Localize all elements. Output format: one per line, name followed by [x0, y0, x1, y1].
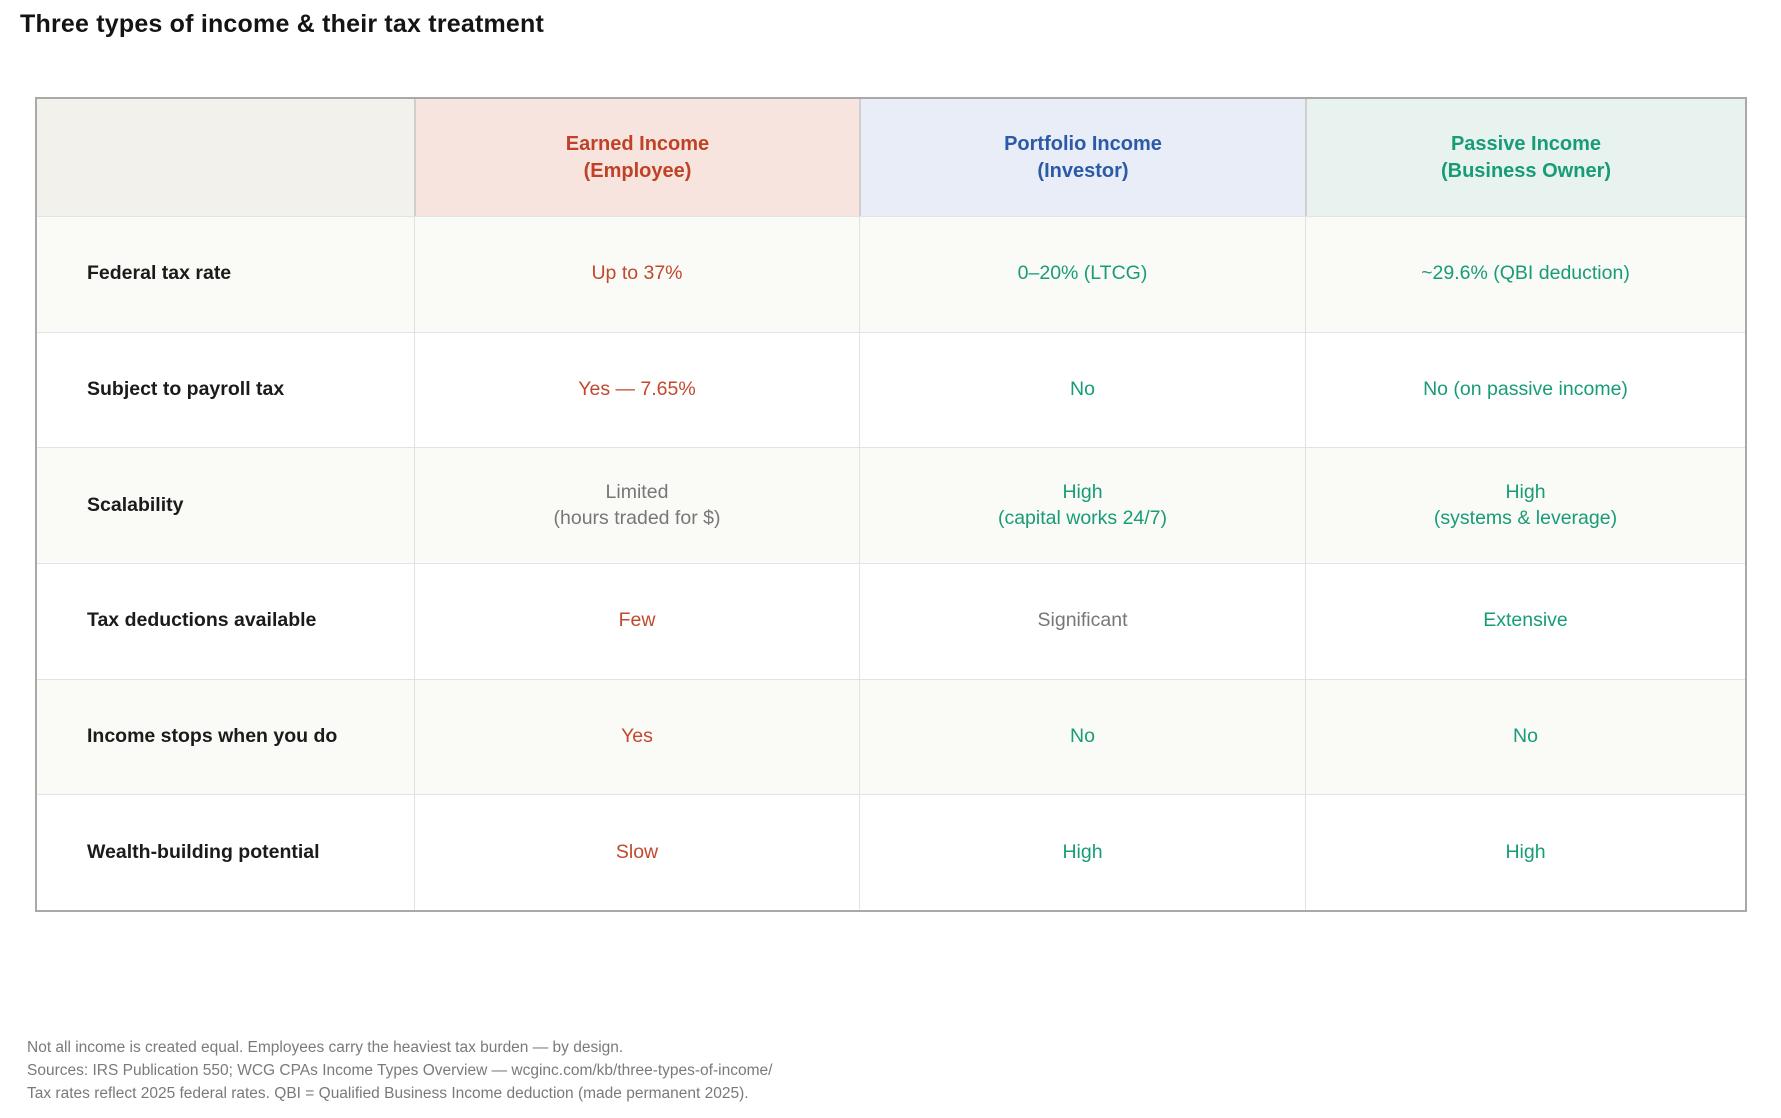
row-label-wealth-building: Wealth-building potential: [37, 794, 414, 910]
footnote-takeaway: Not all income is created equal. Employe…: [27, 1039, 624, 1056]
row-label-payroll-tax: Subject to payroll tax: [37, 331, 414, 448]
row-label-income-stops: Income stops when you do: [37, 678, 414, 795]
row-label-tax-deductions: Tax deductions available: [37, 562, 414, 679]
header-cell-passive-income: Passive Income (Business Owner): [1305, 99, 1745, 216]
cell-federal-tax-rate-portfolio: 0–20% (LTCG): [859, 216, 1305, 332]
cell-income-stops-passive: No: [1305, 678, 1745, 795]
cell-tax-deductions-passive: Extensive: [1305, 562, 1745, 679]
cell-wealth-building-portfolio: High: [859, 794, 1305, 910]
cell-wealth-building-passive: High: [1305, 794, 1745, 910]
cell-federal-tax-rate-passive: ~29.6% (QBI deduction): [1305, 216, 1745, 332]
cell-tax-deductions-portfolio: Significant: [859, 562, 1305, 679]
cell-income-stops-earned: Yes: [414, 678, 859, 795]
header-cell-blank: [37, 99, 414, 216]
cell-income-stops-portfolio: No: [859, 678, 1305, 795]
header-cell-portfolio-income: Portfolio Income (Investor): [859, 99, 1305, 216]
cell-federal-tax-rate-earned: Up to 37%: [414, 216, 859, 332]
cell-wealth-building-earned: Slow: [414, 794, 859, 910]
cell-scalability-passive: High (systems & leverage): [1305, 447, 1745, 563]
footnotes: Not all income is created equal. Employe…: [27, 1036, 772, 1105]
income-comparison-table: Earned Income (Employee) Portfolio Incom…: [35, 97, 1747, 912]
cell-tax-deductions-earned: Few: [414, 562, 859, 679]
row-label-federal-tax-rate: Federal tax rate: [37, 216, 414, 332]
cell-payroll-tax-portfolio: No: [859, 331, 1305, 448]
footnote-sources: Sources: IRS Publication 550; WCG CPAs I…: [27, 1062, 773, 1079]
cell-scalability-earned: Limited (hours traded for $): [414, 447, 859, 563]
row-label-scalability: Scalability: [37, 447, 414, 563]
header-cell-earned-income: Earned Income (Employee): [414, 99, 859, 216]
cell-payroll-tax-passive: No (on passive income): [1305, 331, 1745, 448]
cell-payroll-tax-earned: Yes — 7.65%: [414, 331, 859, 448]
footnote-tax-rates: Tax rates reflect 2025 federal rates. QB…: [27, 1085, 749, 1102]
page-title: Three types of income & their tax treatm…: [20, 10, 545, 38]
cell-scalability-portfolio: High (capital works 24/7): [859, 447, 1305, 563]
